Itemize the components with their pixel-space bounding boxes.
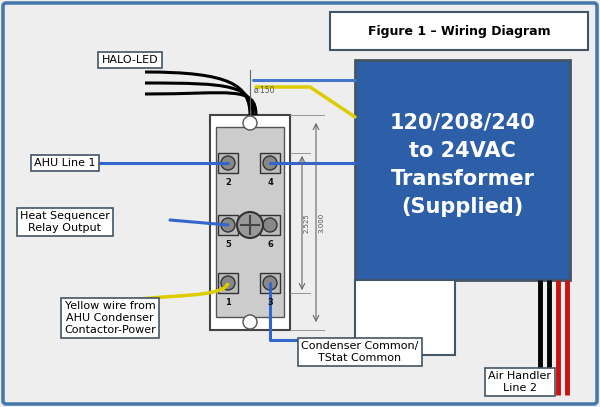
Text: 3.000: 3.000 [318,212,324,233]
Bar [210,115,290,330]
Text: 5: 5 [225,240,231,249]
Text: AHU Line 1: AHU Line 1 [34,158,96,168]
Bar [355,60,570,280]
Circle shape [237,212,263,238]
Text: 120/208/240
to 24VAC
Transformer
(Supplied): 120/208/240 to 24VAC Transformer (Suppli… [389,113,535,217]
Bar [218,153,238,173]
Text: Figure 1 – Wiring Diagram: Figure 1 – Wiring Diagram [368,24,550,37]
Text: 6: 6 [267,240,273,249]
Bar [355,280,455,355]
Text: 4: 4 [267,178,273,187]
Circle shape [221,156,235,170]
Bar [216,127,284,317]
Text: Air Handler
Line 2: Air Handler Line 2 [488,371,551,393]
Bar [218,273,238,293]
Circle shape [263,218,277,232]
Circle shape [221,218,235,232]
Text: Yellow wire from
AHU Condenser
Contactor-Power: Yellow wire from AHU Condenser Contactor… [64,302,156,335]
Bar [260,215,280,235]
Text: Heat Sequencer
Relay Output: Heat Sequencer Relay Output [20,211,110,233]
Circle shape [243,116,257,130]
Bar [330,12,588,50]
Circle shape [263,156,277,170]
Bar [260,153,280,173]
Text: 2: 2 [225,178,231,187]
FancyBboxPatch shape [3,3,597,404]
Text: HALO-LED: HALO-LED [101,55,158,65]
Text: 1: 1 [225,298,231,307]
Circle shape [263,276,277,290]
Bar [218,215,238,235]
Text: 3: 3 [267,298,273,307]
Text: ø.150: ø.150 [254,85,275,94]
Text: 2.525: 2.525 [304,213,310,233]
Circle shape [243,315,257,329]
Bar [260,273,280,293]
Text: Condenser Common/
TStat Common: Condenser Common/ TStat Common [301,341,419,363]
Circle shape [221,276,235,290]
